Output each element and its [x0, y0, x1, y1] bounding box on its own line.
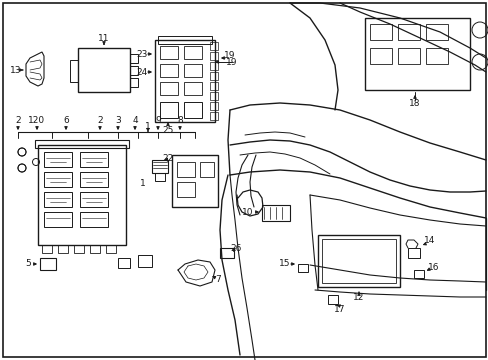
Bar: [262, 205, 289, 221]
Bar: [80, 152, 108, 167]
Bar: [321, 239, 395, 283]
Text: 18: 18: [408, 99, 420, 108]
Bar: [209, 42, 218, 50]
Text: 25: 25: [162, 126, 173, 135]
Bar: [160, 82, 178, 95]
Bar: [183, 46, 202, 59]
Bar: [70, 60, 78, 82]
Text: 13: 13: [10, 66, 21, 75]
Bar: [364, 18, 469, 90]
Text: 19: 19: [224, 50, 235, 59]
Text: 17: 17: [334, 305, 345, 314]
Bar: [106, 245, 116, 253]
Text: 22: 22: [162, 153, 173, 162]
Text: 120: 120: [28, 116, 45, 125]
Bar: [425, 48, 447, 64]
Text: 2: 2: [97, 116, 102, 125]
Bar: [44, 152, 72, 167]
Text: 5: 5: [25, 260, 31, 269]
Bar: [44, 212, 72, 227]
Bar: [183, 64, 202, 77]
Text: 2: 2: [15, 116, 21, 125]
Bar: [397, 24, 419, 40]
Bar: [44, 172, 72, 187]
Text: 1: 1: [140, 179, 145, 188]
Bar: [297, 264, 307, 272]
Text: 26: 26: [230, 243, 241, 252]
Bar: [80, 192, 108, 207]
Bar: [130, 66, 138, 75]
Bar: [200, 162, 214, 177]
Bar: [172, 155, 218, 207]
Bar: [160, 46, 178, 59]
Bar: [130, 78, 138, 87]
Bar: [80, 172, 108, 187]
Bar: [177, 162, 195, 177]
Bar: [369, 24, 391, 40]
Text: 19: 19: [226, 58, 237, 67]
Bar: [413, 270, 423, 278]
Bar: [327, 295, 337, 304]
Bar: [425, 24, 447, 40]
Bar: [220, 248, 234, 258]
Bar: [209, 52, 218, 60]
Bar: [158, 36, 212, 44]
Bar: [397, 48, 419, 64]
Bar: [209, 62, 218, 70]
Bar: [58, 245, 68, 253]
Bar: [177, 182, 195, 197]
Bar: [42, 245, 52, 253]
Text: 15: 15: [279, 260, 290, 269]
Bar: [209, 92, 218, 100]
Bar: [155, 173, 164, 181]
Text: 1: 1: [145, 122, 151, 131]
Bar: [118, 258, 130, 268]
Bar: [369, 48, 391, 64]
Bar: [152, 160, 168, 173]
Bar: [38, 145, 126, 245]
Text: 12: 12: [353, 293, 364, 302]
Bar: [155, 40, 215, 122]
Bar: [209, 112, 218, 120]
Bar: [90, 245, 100, 253]
Bar: [160, 102, 178, 118]
Bar: [78, 48, 130, 92]
Bar: [407, 248, 419, 258]
Bar: [40, 258, 56, 270]
Text: 10: 10: [242, 207, 253, 216]
Text: 11: 11: [98, 33, 109, 42]
Text: 7: 7: [215, 275, 221, 284]
Bar: [209, 82, 218, 90]
Text: 14: 14: [424, 235, 435, 244]
Bar: [209, 72, 218, 80]
Bar: [209, 102, 218, 110]
Text: 9: 9: [155, 116, 161, 125]
Bar: [35, 140, 129, 148]
Bar: [183, 82, 202, 95]
Text: 8: 8: [177, 116, 183, 125]
Bar: [160, 64, 178, 77]
Text: 6: 6: [63, 116, 69, 125]
Bar: [317, 235, 399, 287]
Bar: [138, 255, 152, 267]
Bar: [74, 245, 84, 253]
Text: 3: 3: [115, 116, 121, 125]
Text: 23: 23: [136, 50, 147, 59]
Text: 24: 24: [136, 68, 147, 77]
Bar: [172, 155, 218, 207]
Bar: [44, 192, 72, 207]
Bar: [80, 212, 108, 227]
Bar: [130, 54, 138, 63]
Bar: [183, 102, 202, 118]
Text: 4: 4: [132, 116, 138, 125]
Text: 16: 16: [427, 264, 439, 273]
